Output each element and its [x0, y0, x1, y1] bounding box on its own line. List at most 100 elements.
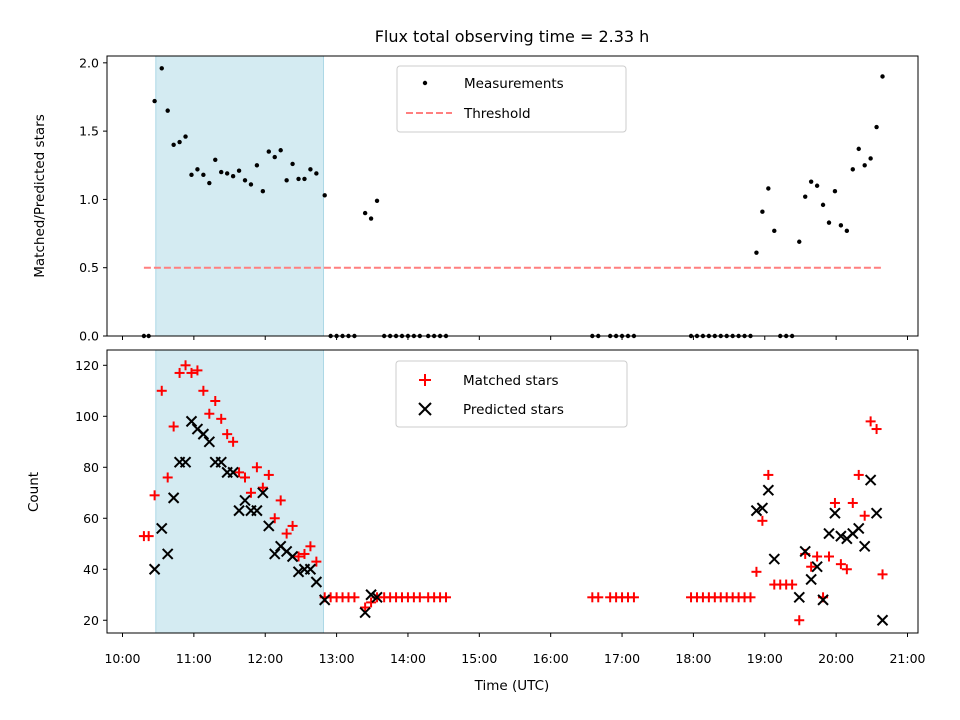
top-y-tick-label: 0.0 [79, 329, 99, 344]
predicted-star-point [829, 507, 841, 519]
measurement-point [254, 163, 260, 168]
legend-matched-marker [419, 374, 431, 386]
bottom-plot: 10:00 11:00 12:00 13:00 14:00 15:00 16:00 17:00… [26, 349, 926, 694]
measurement-point [230, 173, 236, 179]
measurement-point [248, 182, 254, 187]
measurement-point [820, 202, 826, 208]
matched-star-point [757, 515, 768, 526]
measurement-point [290, 161, 295, 167]
matched-star-point [763, 469, 774, 480]
predicted-star-point [257, 487, 269, 499]
measurement-point [278, 148, 283, 153]
matched-star-point [198, 385, 209, 396]
top-y-tick-label: 1.0 [79, 192, 99, 207]
predicted-star-point [864, 474, 877, 486]
measurement-point [880, 74, 885, 79]
bottom-y-tick-label: 20 [83, 613, 99, 628]
measurement-point [213, 157, 218, 163]
measurement-point [868, 156, 873, 161]
predicted-star-point [365, 589, 377, 601]
matched-star-point [204, 408, 215, 419]
matched-star-point [751, 566, 762, 577]
matched-star-point [149, 490, 160, 501]
predicted-star-point [233, 504, 245, 517]
legend-measurements-label: Measurements [464, 76, 564, 92]
matched-star-point [216, 413, 227, 424]
measurement-point [272, 154, 277, 160]
matched-star-point [245, 487, 256, 498]
matched-star-point [794, 615, 805, 626]
measurement-point [797, 239, 802, 244]
predicted-star-point [756, 502, 769, 514]
measurement-point [224, 171, 230, 176]
predicted-star-point [156, 522, 168, 535]
measurement-point [266, 149, 271, 154]
top-y-axis-label: Matched/Predicted stars [32, 114, 48, 277]
matched-star-point [871, 424, 882, 435]
matched-star-point [305, 541, 316, 552]
measurement-point [201, 172, 206, 178]
predicted-star-point [793, 591, 805, 604]
x-tick-label: 10:00 [104, 651, 140, 666]
matched-star-point [234, 467, 245, 478]
bottom-axes: 10:00 11:00 12:00 13:00 14:00 15:00 16:00 17:00… [75, 358, 925, 666]
predicted-star-point [817, 594, 829, 606]
matched-star-point [877, 569, 888, 580]
measurement-point [832, 189, 838, 194]
matched-star-point [745, 592, 756, 603]
matched-star-point [228, 436, 239, 447]
x-axis-label: Time (UTC) [474, 678, 550, 694]
bottom-y-tick-label: 80 [83, 460, 99, 475]
measurement-point [177, 139, 182, 145]
measurement-point [766, 186, 771, 191]
matched-star-point [812, 551, 823, 562]
measurement-point [236, 168, 242, 173]
measurement-point [874, 124, 879, 130]
matched-star-point [311, 556, 322, 567]
bottom-legend-box [395, 360, 628, 428]
x-tick-label: 16:00 [533, 651, 569, 666]
predicted-star-point [269, 548, 281, 560]
top-plot-frame [106, 55, 919, 337]
measurement-point [171, 142, 176, 147]
measurement-point [754, 250, 759, 255]
predicted-star-point [853, 522, 865, 535]
measurement-point [296, 176, 301, 182]
predicted-star-point [762, 484, 775, 496]
predicted-star-point [286, 550, 299, 563]
measurement-point [219, 169, 224, 175]
bottom-data-marks [138, 360, 889, 626]
predicted-star-point [161, 548, 174, 560]
measurement-point [242, 178, 248, 183]
legend-measurements-marker [422, 80, 428, 86]
predicted-star-point [203, 436, 216, 448]
bottom-shaded-region [155, 350, 324, 633]
matched-star-point [162, 472, 173, 483]
matched-star-point [263, 469, 274, 480]
matched-star-point [293, 551, 304, 562]
matched-star-point [865, 416, 876, 427]
matched-star-point [269, 513, 280, 524]
matched-star-point [240, 472, 251, 483]
top-y-tick-label: 0.5 [79, 260, 99, 275]
x-tick-label: 20:00 [818, 651, 854, 666]
measurement-point [808, 179, 814, 184]
predicted-star-point [215, 456, 227, 468]
measurement-point [362, 210, 368, 216]
matched-star-point [366, 597, 377, 608]
measurement-point [159, 66, 164, 71]
matched-star-point [186, 367, 197, 378]
predicted-star-point [823, 527, 835, 540]
bottom-legend: Matched stars Predicted stars [395, 360, 628, 428]
measurement-point [374, 198, 380, 203]
predicted-star-point [239, 494, 251, 507]
measurement-point [368, 216, 374, 221]
matched-star-point [853, 469, 864, 480]
measurement-point [195, 167, 200, 172]
matched-star-point [806, 561, 817, 572]
predicted-star-point [870, 507, 883, 519]
predicted-star-point [835, 530, 847, 542]
measurement-point [850, 167, 855, 172]
measurement-point [844, 228, 850, 234]
